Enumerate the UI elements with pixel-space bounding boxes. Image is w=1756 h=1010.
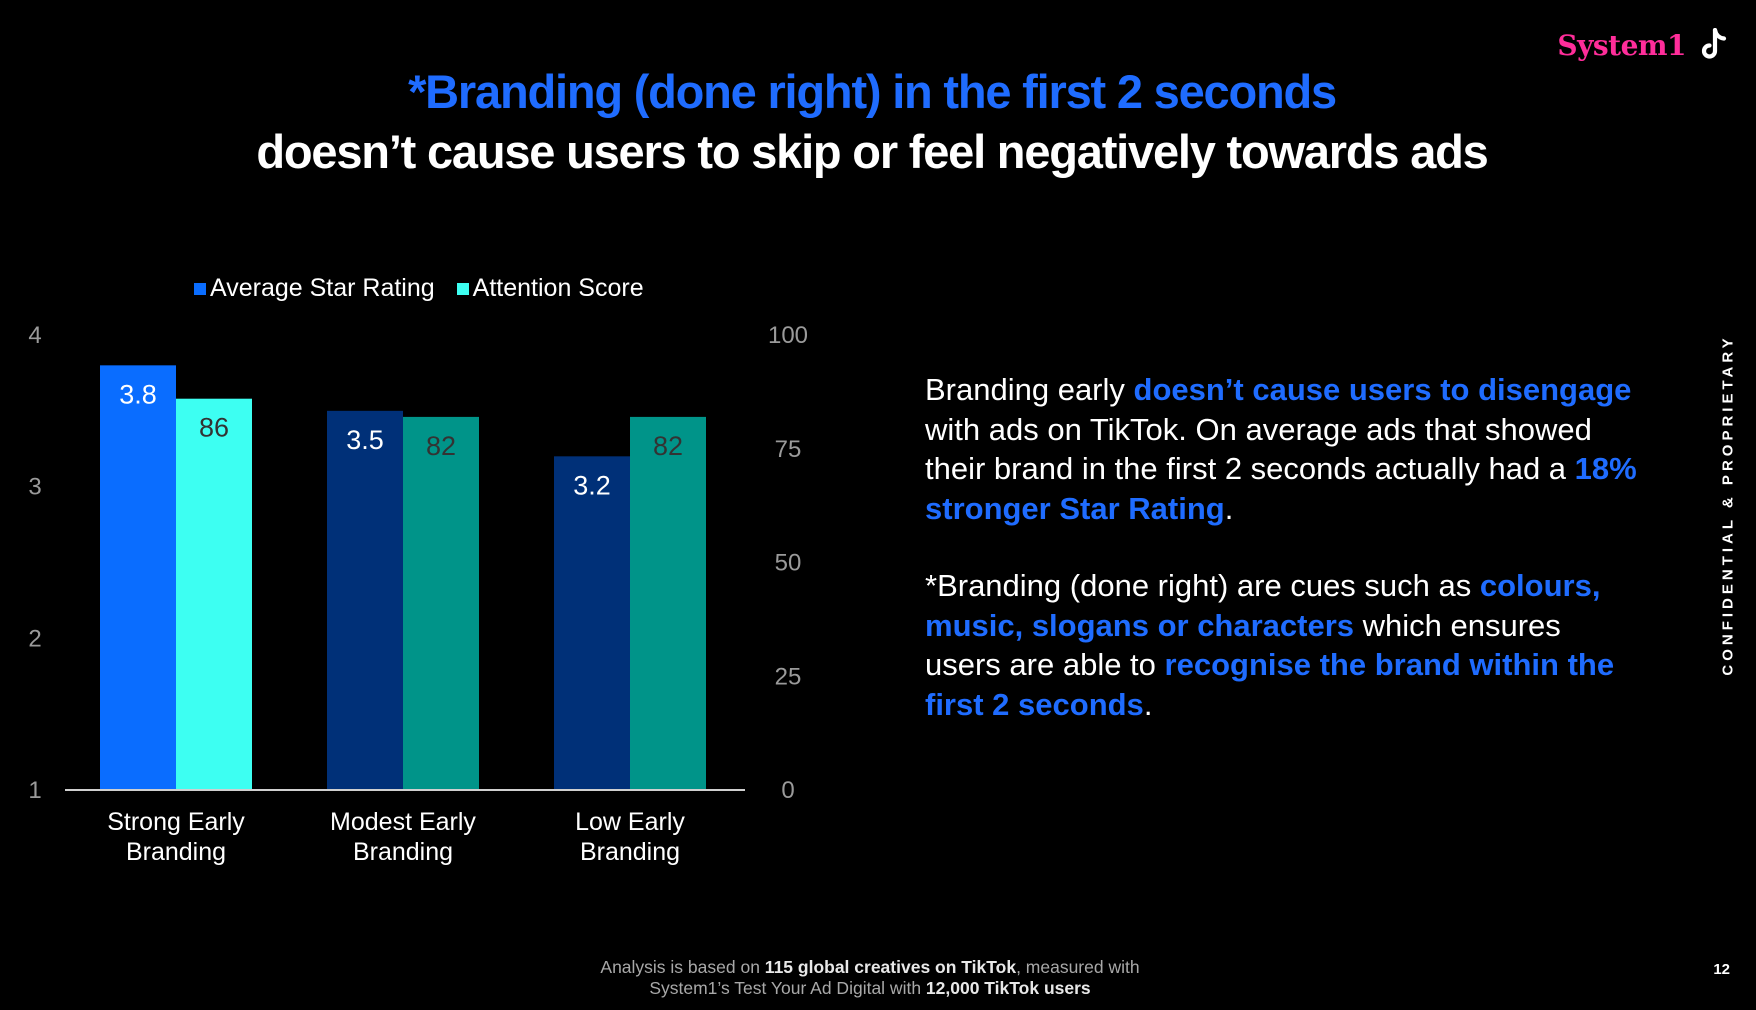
body-text-segment: which ensures users are able to [925, 607, 1561, 683]
body-text-segment: . [1224, 490, 1234, 526]
highlight-text: doesn’t cause users to disengage [1133, 372, 1632, 407]
y-right-tick-label: 0 [781, 777, 794, 804]
bar [403, 416, 479, 790]
body-text-segment: Branding early [925, 372, 1134, 407]
bar [554, 456, 630, 790]
footer-line-2: System1’s Test Your Ad Digital with 12,0… [649, 978, 1091, 998]
bar-data-label: 86 [199, 413, 229, 443]
brand-logo: System1 [1557, 28, 1730, 62]
body-paragraph-1: Branding early doesn’t cause users to di… [925, 370, 1645, 528]
body-text: Branding early doesn’t cause users to di… [925, 370, 1645, 762]
y-left-tick-label: 4 [28, 322, 41, 349]
title-line-2: doesn’t cause users to skip or feel nega… [256, 125, 1488, 178]
legend-swatch-star-rating [194, 282, 206, 295]
body-text-segment: . [1143, 686, 1153, 722]
confidential-label: CONFIDENTIAL & PROPRIETARY [1719, 334, 1737, 676]
y-left-tick-label: 2 [28, 625, 41, 652]
highlight-text: colours, music, slogans or characters [925, 568, 1601, 643]
brand-name: System1 [1557, 28, 1686, 62]
bar-data-label: 82 [426, 431, 456, 461]
legend-label-star-rating: Average Star Rating [210, 274, 435, 302]
x-tick-label: Branding [126, 838, 226, 866]
body-paragraph-2: *Branding (done right) are cues such as … [925, 566, 1645, 724]
legend-label-attention: Attention Score [472, 274, 644, 302]
chart-legend: Average Star Rating Attention Score [194, 274, 644, 303]
highlight-text: 18% stronger Star Rating [925, 451, 1637, 526]
legend-item-attention: Attention Score [456, 274, 644, 303]
x-tick-label: Branding [580, 838, 680, 866]
bar [630, 416, 706, 790]
x-tick-label: Low Early [575, 808, 685, 836]
title-line-1: *Branding (done right) in the first 2 se… [408, 65, 1337, 118]
legend-item-star-rating: Average Star Rating [194, 274, 435, 303]
y-right-tick-label: 100 [768, 322, 808, 349]
bar-data-label: 3.5 [346, 425, 384, 455]
highlight-text: recognise the brand within the first 2 s… [925, 647, 1615, 722]
bar-data-label: 82 [653, 431, 683, 461]
x-tick-label: Modest Early [330, 808, 476, 836]
footer-line-1: Analysis is based on 115 global creative… [600, 957, 1140, 977]
x-tick-label: Strong Early [107, 808, 245, 836]
x-tick-label: Branding [353, 838, 453, 866]
body-text-segment: with ads on TikTok. On average ads that … [925, 411, 1592, 487]
bar-data-label: 3.2 [573, 470, 611, 500]
bar-data-label: 3.8 [119, 379, 157, 409]
body-text-segment: *Branding (done right) are cues such as [925, 568, 1480, 603]
page-number: 12 [1713, 961, 1730, 978]
y-right-tick-label: 25 [775, 663, 802, 690]
y-left-tick-label: 1 [28, 777, 41, 804]
bar [176, 398, 252, 790]
y-right-tick-label: 75 [775, 436, 802, 463]
legend-swatch-attention [456, 282, 469, 295]
bar [100, 365, 176, 790]
y-right-tick-label: 50 [775, 550, 802, 577]
bar [327, 410, 403, 790]
y-left-tick-label: 3 [28, 474, 41, 501]
footer-note: Analysis is based on 115 global creative… [0, 957, 1740, 999]
tiktok-icon [1701, 28, 1727, 59]
